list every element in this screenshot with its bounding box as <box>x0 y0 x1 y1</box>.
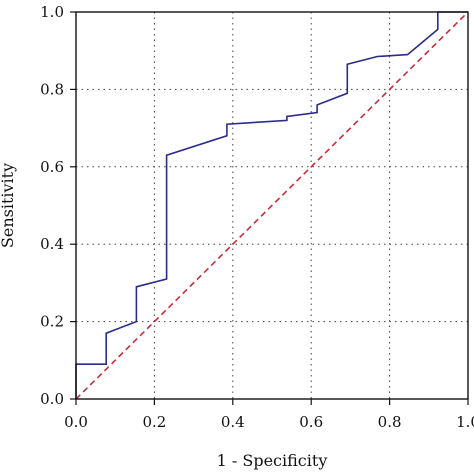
plot-frame <box>75 11 469 400</box>
y-tick-label: 0.8 <box>40 80 64 98</box>
x-tick-label: 0.4 <box>221 413 245 431</box>
y-tick-label: 0.4 <box>40 235 64 253</box>
axis-ticks: 0.0 0.2 0.4 0.6 0.8 1.0 0.0 0.2 0.4 0.6 0.8 1.0 <box>40 3 474 431</box>
roc-curve-line <box>75 11 468 399</box>
x-tick-label: 0.8 <box>378 413 402 431</box>
y-tick-label: 0.2 <box>40 313 64 331</box>
x-tick-label: 0.6 <box>299 413 323 431</box>
grid <box>76 12 468 399</box>
y-axis-title: Sensitivity <box>0 163 17 248</box>
x-tick-label: 0.2 <box>142 413 166 431</box>
x-axis-title: 1 - Specificity <box>217 451 328 470</box>
y-tick-label: 0.6 <box>40 158 64 176</box>
x-tick-label: 0.0 <box>64 413 88 431</box>
reference-diagonal-line <box>75 11 469 400</box>
series-layer <box>75 11 469 400</box>
y-tick-label: 1.0 <box>40 3 64 21</box>
y-tick-label: 0.0 <box>40 390 64 408</box>
x-tick-label: 1.0 <box>456 413 474 431</box>
